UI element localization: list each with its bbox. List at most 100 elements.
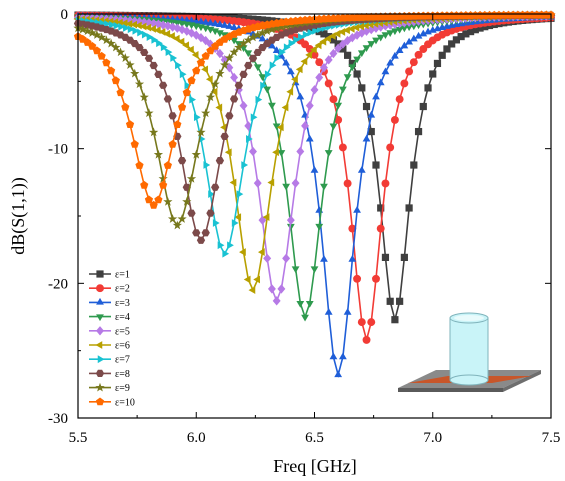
data-point bbox=[348, 224, 357, 233]
data-point bbox=[140, 48, 149, 57]
x-tick-label: 5.5 bbox=[69, 430, 88, 446]
data-point bbox=[357, 165, 366, 173]
data-point bbox=[225, 22, 234, 29]
data-point bbox=[305, 100, 314, 111]
data-point bbox=[424, 27, 432, 35]
data-point bbox=[192, 17, 201, 24]
data-point bbox=[120, 53, 130, 62]
data-point bbox=[135, 44, 144, 52]
data-point bbox=[248, 32, 258, 42]
data-point bbox=[253, 275, 260, 284]
data-point bbox=[263, 86, 272, 94]
data-point bbox=[250, 113, 258, 122]
data-point bbox=[376, 22, 385, 32]
data-point bbox=[329, 352, 338, 360]
y-axis-label: dB(S(1,1)) bbox=[8, 177, 29, 255]
data-point bbox=[197, 17, 205, 25]
data-point bbox=[192, 229, 201, 237]
data-point bbox=[167, 214, 178, 223]
data-point bbox=[118, 22, 126, 31]
data-point bbox=[320, 254, 328, 262]
data-point bbox=[348, 64, 357, 72]
legend-label: ε=9 bbox=[115, 383, 130, 394]
data-point bbox=[140, 180, 149, 189]
data-point bbox=[220, 21, 229, 28]
data-point bbox=[201, 108, 211, 118]
data-point bbox=[343, 308, 352, 315]
data-point bbox=[410, 161, 418, 169]
data-point bbox=[312, 26, 319, 35]
legend-label: ε=1 bbox=[115, 270, 130, 281]
data-point bbox=[146, 33, 154, 41]
data-point bbox=[324, 79, 333, 88]
data-point bbox=[334, 370, 343, 378]
x-axis-label: Freq [GHz] bbox=[273, 456, 356, 476]
data-point bbox=[116, 15, 125, 25]
data-point bbox=[144, 195, 154, 204]
data-point bbox=[238, 38, 249, 48]
data-point bbox=[334, 43, 343, 54]
data-point bbox=[286, 87, 294, 96]
data-point bbox=[246, 135, 253, 143]
data-point bbox=[163, 95, 173, 103]
data-point bbox=[87, 28, 97, 37]
data-point bbox=[315, 223, 324, 231]
legend-item: ε=5 bbox=[89, 326, 130, 337]
data-point bbox=[301, 121, 309, 131]
legend-marker bbox=[95, 382, 105, 392]
data-point bbox=[123, 24, 130, 32]
legend-label: ε=4 bbox=[115, 312, 130, 323]
data-point bbox=[279, 48, 286, 57]
data-point bbox=[348, 32, 357, 43]
data-point bbox=[395, 26, 404, 34]
data-point bbox=[222, 249, 230, 258]
data-point bbox=[329, 48, 338, 59]
legend-label: ε=3 bbox=[115, 298, 130, 309]
data-point bbox=[296, 146, 305, 157]
legend-marker bbox=[96, 284, 104, 293]
data-point bbox=[134, 21, 142, 30]
data-point bbox=[144, 108, 154, 118]
data-point bbox=[144, 18, 153, 28]
x-tick-label: 6.5 bbox=[305, 430, 324, 446]
data-point bbox=[132, 26, 140, 35]
data-point bbox=[196, 236, 206, 244]
data-point bbox=[315, 58, 324, 67]
data-point bbox=[281, 21, 291, 30]
data-point bbox=[438, 51, 446, 59]
data-point bbox=[215, 48, 224, 59]
data-point bbox=[277, 51, 286, 59]
data-point bbox=[258, 74, 267, 81]
data-point bbox=[353, 206, 361, 213]
data-point bbox=[215, 103, 223, 112]
cylinder-bottom bbox=[449, 374, 489, 386]
data-point bbox=[310, 85, 319, 95]
data-point bbox=[149, 24, 156, 33]
legend-label: ε=2 bbox=[115, 284, 130, 295]
data-point bbox=[137, 28, 144, 37]
data-point bbox=[230, 23, 238, 30]
data-point bbox=[249, 146, 257, 157]
data-point bbox=[390, 115, 399, 124]
data-point bbox=[196, 127, 206, 137]
data-point bbox=[159, 180, 168, 189]
data-point bbox=[286, 215, 295, 225]
data-point bbox=[108, 20, 116, 29]
data-point bbox=[168, 32, 175, 40]
legend-item: ε=6 bbox=[89, 341, 130, 352]
legend-label: ε=5 bbox=[115, 326, 130, 337]
data-point bbox=[305, 51, 313, 59]
data-point bbox=[149, 18, 158, 29]
data-point bbox=[390, 19, 399, 29]
data-point bbox=[343, 26, 350, 35]
data-point bbox=[177, 37, 185, 46]
data-point bbox=[372, 37, 380, 45]
data-point bbox=[255, 95, 263, 104]
data-point bbox=[272, 296, 281, 306]
data-point bbox=[348, 254, 357, 262]
data-point bbox=[386, 143, 395, 152]
data-point bbox=[405, 67, 414, 76]
data-point bbox=[163, 161, 172, 169]
